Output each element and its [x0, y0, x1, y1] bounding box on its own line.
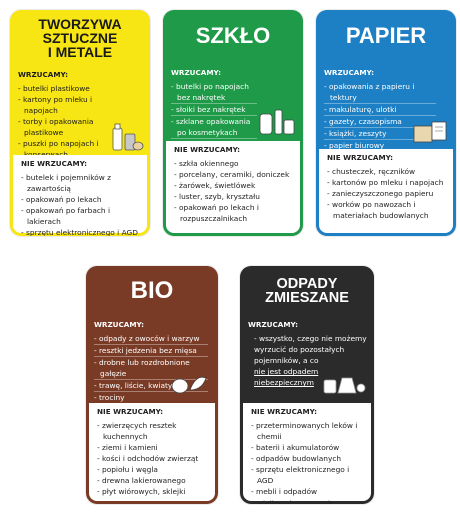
yes-text-line: wyrzucić do pozostałych	[254, 344, 345, 354]
list-item: szkła okiennego	[174, 158, 294, 169]
list-item: butelki po napojach bez nakrętek	[171, 81, 257, 105]
bin-title-line: BIO	[130, 277, 174, 304]
list-item: żarówek, świetlówek	[174, 180, 294, 191]
no-title: NIE WRZUCAMY:	[327, 153, 394, 162]
list-item: płyt wiórowych, sklejki	[97, 486, 209, 497]
no-title: NIE WRZUCAMY:	[97, 407, 164, 416]
no-title: NIE WRZUCAMY:	[251, 407, 318, 416]
bin-title: BIO	[86, 266, 218, 316]
list-item: butelek i pojemników z zawartością	[21, 172, 141, 194]
jar-bottle-icon	[259, 109, 295, 135]
list-item: worków po nawozach i materiałach budowla…	[327, 199, 447, 221]
list-item: zwierzęcych resztek kuchennych	[97, 420, 209, 442]
yes-section: WRZUCAMY: butelki plastikowe kartony po …	[10, 64, 150, 172]
list-item: opakowań po farbach i lakierach	[21, 205, 141, 227]
list-item: opakowań po lekach	[21, 194, 141, 205]
list-item: luster, szyb, kryształu	[174, 191, 294, 202]
list-item: porcelany, ceramiki, doniczek	[174, 169, 294, 180]
food-waste-icon	[171, 376, 207, 394]
list-item: ziemi i kamieni	[97, 442, 209, 453]
yes-section: WRZUCAMY: odpady z owoców i warzyw reszt…	[86, 316, 218, 417]
bin-title-line: PAPIER	[345, 23, 427, 48]
bin-title-line: TWORZYWA	[38, 16, 122, 32]
list-item: mebli i odpadów wielkogabarytowych	[251, 486, 365, 504]
yes-title: WRZUCAMY:	[171, 68, 221, 77]
bin-card-plastik: TWORZYWA SZTUCZNE I METALE WRZUCAMY: but…	[10, 10, 150, 236]
no-list: zwierzęcych resztek kuchennych ziemi i k…	[97, 420, 209, 498]
mixed-waste-icon	[323, 377, 366, 394]
yes-section: WRZUCAMY: butelki po napojach bez nakręt…	[163, 62, 303, 140]
list-item: szklane opakowania po kosmetykach	[171, 116, 257, 140]
yes-text-line: pojemników, a co	[254, 356, 319, 366]
list-item: puszki po napojach i konserwach	[18, 138, 114, 160]
yes-title: WRZUCAMY:	[18, 70, 68, 79]
no-section: NIE WRZUCAMY: szkła okiennego porcelany,…	[166, 141, 300, 233]
list-item: opakowania z papieru i tektury	[324, 81, 436, 105]
list-item: kości i odchodów zwierząt	[97, 453, 209, 464]
yes-title: WRZUCAMY:	[94, 320, 144, 329]
yes-text-underlined: nie jest odpadem	[254, 367, 319, 377]
bin-title-line: SZKŁO	[195, 23, 271, 48]
list-item: przeterminowanych leków i chemii	[251, 420, 365, 442]
bin-card-szklo: SZKŁO WRZUCAMY: butelki po napojach bez …	[163, 10, 303, 236]
no-list: chusteczek, ręczników kartonów po mleku …	[327, 166, 447, 222]
list-item: torby i opakowania plastikowe	[18, 116, 114, 138]
list-item: butelki plastikowe	[18, 83, 114, 94]
yes-title: WRZUCAMY:	[248, 320, 298, 329]
bin-title-line: I METALE	[47, 44, 113, 60]
list-item: popiołu i węgla	[97, 464, 209, 475]
bin-title-line: ODPADY	[276, 275, 338, 292]
list-item: kartony po mleku i napojach	[18, 94, 114, 116]
no-list: przeterminowanych leków i chemii baterii…	[251, 420, 365, 504]
list-item: resztki jedzenia bez mięsa	[94, 345, 208, 358]
bin-title-line: SZTUCZNE	[42, 30, 118, 46]
bin-card-bio: BIO WRZUCAMY: odpady z owoców i warzyw r…	[86, 266, 218, 504]
list-item: opakowań po lekach i rozpuszczalnikach	[174, 202, 294, 224]
no-title: NIE WRZUCAMY:	[21, 159, 88, 168]
no-section: NIE WRZUCAMY: chusteczek, ręczników kart…	[319, 149, 453, 233]
yes-text-underlined: niebezpiecznym	[254, 378, 314, 388]
yes-title: WRZUCAMY:	[324, 68, 374, 77]
bin-title-line: ZMIESZANE	[265, 290, 349, 306]
list-item: zanieczyszczonego papieru	[327, 188, 447, 199]
list-item: sprzętu elektronicznego i AGD	[251, 464, 365, 486]
list-item: odpady z owoców i warzyw	[94, 333, 208, 345]
yes-list: butelki po napojach bez nakrętek słoiki …	[171, 81, 257, 140]
list-item: sprzętu elektronicznego i AGD	[21, 227, 141, 236]
list-item: kartonów po mleku i napojach	[327, 177, 447, 188]
yes-text-line: - wszystko, czego nie możemy	[254, 333, 367, 343]
list-item: odpadów budowlanych	[251, 453, 365, 464]
yes-description: - wszystko, czego nie możemy wyrzucić do…	[248, 333, 368, 389]
list-item: słoiki bez nakrętek	[171, 104, 257, 117]
no-list: szkła okiennego porcelany, ceramiki, don…	[174, 158, 294, 225]
bin-title: PAPIER	[316, 10, 456, 62]
paper-box-icon	[413, 121, 447, 143]
bin-title: TWORZYWA SZTUCZNE I METALE	[10, 10, 150, 64]
bottle-can-icon	[112, 123, 144, 151]
list-item: drewna lakierowanego	[97, 475, 209, 486]
bin-title: ODPADY ZMIESZANE	[240, 266, 374, 316]
no-section: NIE WRZUCAMY: zwierzęcych resztek kuchen…	[89, 403, 215, 501]
list-item: makulaturę, ulotki	[324, 104, 436, 117]
no-section: NIE WRZUCAMY: butelek i pojemników z zaw…	[13, 155, 147, 236]
list-item: chusteczek, ręczników	[327, 166, 447, 177]
list-item: baterii i akumulatorów	[251, 442, 365, 453]
no-title: NIE WRZUCAMY:	[174, 145, 241, 154]
bin-title: SZKŁO	[163, 10, 303, 62]
no-section: NIE WRZUCAMY: przeterminowanych leków i …	[243, 403, 371, 504]
bin-card-papier: PAPIER WRZUCAMY: opakowania z papieru i …	[316, 10, 456, 236]
no-list: butelek i pojemników z zawartością opako…	[21, 172, 141, 236]
bin-card-zmieszane: ODPADY ZMIESZANE WRZUCAMY: - wszystko, c…	[240, 266, 374, 504]
yes-section: WRZUCAMY: - wszystko, czego nie możemy w…	[240, 316, 374, 394]
